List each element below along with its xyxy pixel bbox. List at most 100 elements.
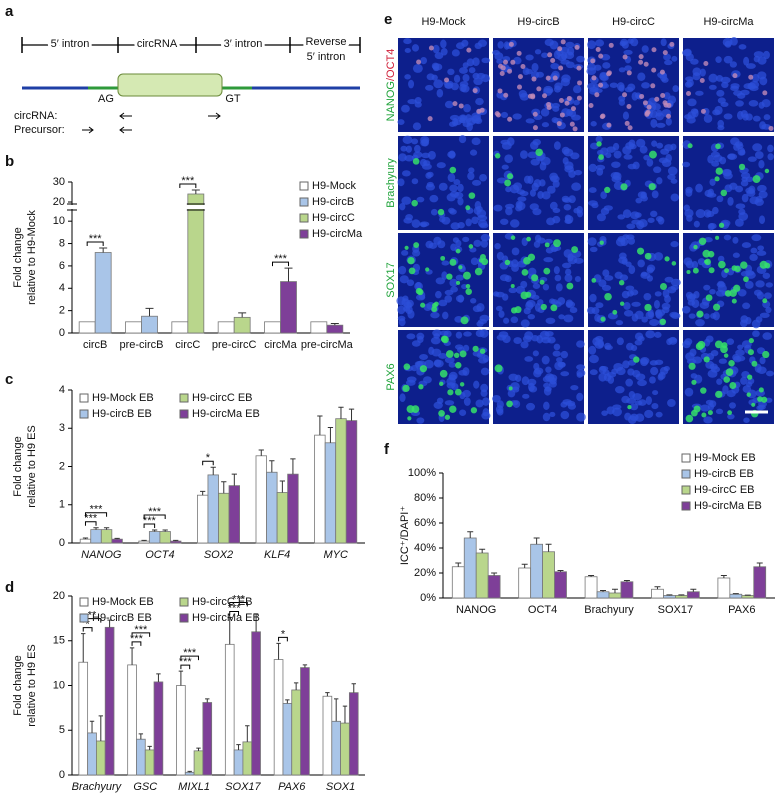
nucleus (645, 396, 652, 405)
stain (704, 259, 709, 264)
stain (559, 112, 565, 118)
nucleus (547, 185, 556, 194)
nucleus (480, 383, 489, 393)
stain (718, 260, 726, 269)
stain (420, 302, 426, 308)
stain (403, 363, 411, 370)
stain (572, 126, 578, 132)
stain (645, 109, 651, 115)
nucleus (618, 67, 626, 73)
stain (465, 284, 471, 289)
error-bar (231, 473, 237, 486)
nucleus (558, 314, 565, 320)
bar (153, 681, 164, 776)
panel-label: a (5, 3, 14, 20)
stain (470, 407, 478, 414)
nucleus (644, 409, 654, 419)
stain (560, 39, 566, 45)
nucleus (560, 350, 569, 359)
nucleus (466, 122, 473, 132)
stain (591, 75, 597, 81)
nucleus (406, 299, 414, 308)
stain (552, 75, 558, 81)
nucleus (720, 101, 729, 108)
stain (432, 302, 438, 309)
nucleus (463, 104, 471, 113)
nucleus (757, 245, 765, 251)
nucleus (638, 399, 647, 406)
bar (310, 321, 328, 334)
nucleus (743, 417, 750, 423)
nucleus (541, 336, 551, 344)
nucleus (421, 152, 431, 159)
nucleus (535, 71, 544, 78)
nucleus (552, 350, 561, 357)
nucleus (626, 397, 637, 404)
nucleus (564, 51, 575, 60)
nucleus (521, 376, 530, 386)
nucleus (703, 209, 712, 218)
nucleus (745, 187, 755, 194)
nucleus (757, 184, 767, 193)
nucleus (441, 216, 451, 225)
nucleus (415, 281, 422, 290)
stain (408, 267, 416, 275)
nucleus (635, 197, 643, 204)
significance-bracket (180, 655, 199, 661)
legend-label: H9-Mock EB (694, 452, 756, 464)
nucleus (667, 399, 676, 407)
stain (659, 318, 667, 326)
nucleus (462, 344, 470, 352)
nucleus (653, 166, 662, 174)
nucleus (651, 190, 659, 199)
error-bar (227, 616, 232, 645)
bar (741, 595, 755, 599)
stain (455, 362, 462, 369)
nucleus (407, 98, 417, 105)
significance-bracket (82, 627, 93, 632)
nucleus (412, 249, 421, 257)
x-tick-label: PAX6 (278, 781, 306, 793)
stain (705, 294, 713, 302)
nucleus (404, 48, 411, 54)
stain (527, 93, 533, 99)
nucleus (623, 302, 631, 310)
nucleus (705, 335, 714, 343)
nucleus (455, 239, 462, 248)
splice-site: GT (225, 93, 241, 105)
error-bar (145, 307, 154, 317)
nucleus (497, 41, 504, 49)
y-tick-label: 0 (59, 537, 65, 549)
stain (714, 176, 720, 182)
error-bar (196, 747, 201, 751)
bar (141, 315, 158, 334)
nucleus (482, 408, 490, 417)
primer-arrow (119, 112, 132, 120)
stain (566, 95, 572, 101)
stain (752, 175, 761, 184)
stain (466, 47, 472, 53)
nucleus (723, 234, 732, 241)
error-bar (455, 562, 462, 567)
stain (596, 141, 602, 147)
stain (649, 150, 657, 159)
nucleus (645, 330, 656, 339)
stain (504, 179, 512, 187)
nucleus (630, 344, 638, 351)
axis-break (67, 205, 77, 209)
nucleus (588, 163, 597, 173)
legend-label: H9-circMa EB (694, 500, 762, 512)
stain (696, 310, 704, 318)
nucleus (562, 157, 569, 165)
nucleus (656, 122, 666, 128)
significance-label: *** (232, 593, 246, 605)
nucleus (551, 245, 562, 252)
stain (516, 50, 522, 56)
nucleus (441, 260, 450, 266)
nucleus (667, 166, 678, 176)
stain (449, 258, 457, 266)
stain (636, 247, 645, 255)
nucleus (463, 331, 472, 337)
nucleus (433, 79, 444, 89)
nucleus (561, 262, 572, 269)
